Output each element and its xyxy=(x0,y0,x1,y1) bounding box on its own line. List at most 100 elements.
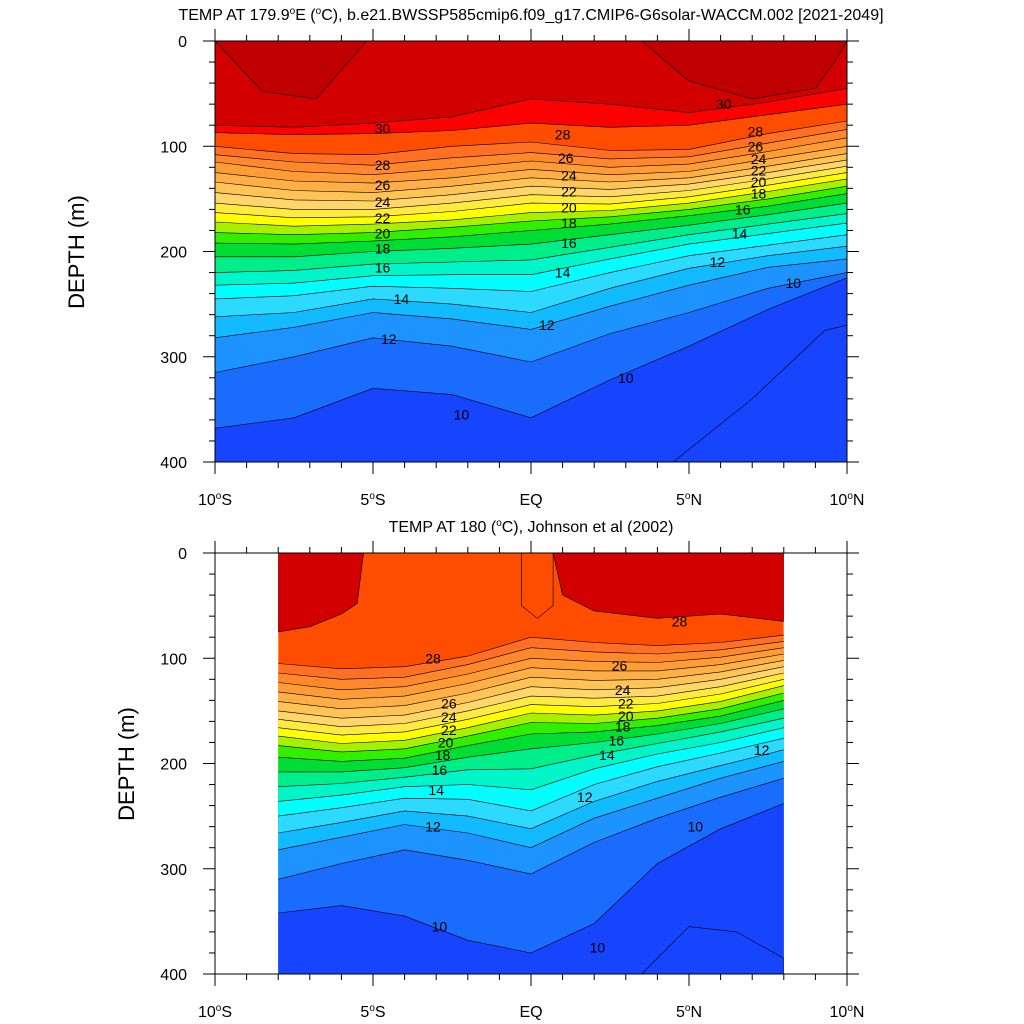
isotherm-line-25 xyxy=(215,146,847,184)
x-tick-label: 10oN xyxy=(830,491,865,509)
isotherm-line-10 xyxy=(278,803,784,954)
contour-label: 18 xyxy=(375,240,391,256)
contour-label: 22 xyxy=(375,210,391,226)
contour-label: 28 xyxy=(555,127,571,143)
contour-label: 12 xyxy=(539,317,555,333)
y-tick-label: 100 xyxy=(160,651,187,668)
isotherm-line-26 xyxy=(278,647,784,691)
contour-label: 26 xyxy=(441,696,457,712)
isotherm-line-13 xyxy=(278,749,784,834)
y-tick-label: 200 xyxy=(160,245,187,262)
contour-label: 10 xyxy=(590,940,606,956)
x-tick-label: EQ xyxy=(519,492,542,509)
isotherm-line-11 xyxy=(278,777,784,880)
contour-label: 16 xyxy=(432,762,448,778)
contour-label: 22 xyxy=(561,184,577,200)
contour-label: 20 xyxy=(751,174,767,190)
isotherm-line-12 xyxy=(215,258,847,339)
isotherm-line-21 xyxy=(215,172,847,219)
contour-label: 30 xyxy=(716,96,732,112)
contour-label: 24 xyxy=(561,168,577,184)
contour-label: 18 xyxy=(615,719,631,735)
contour-label: 24 xyxy=(615,682,631,698)
contour-label: 28 xyxy=(672,613,688,629)
y-tick-label: 100 xyxy=(160,139,187,156)
isotherm-line-14 xyxy=(278,737,784,817)
contour-label: 14 xyxy=(428,782,444,798)
contour-label: 14 xyxy=(732,226,748,242)
isotherm-line-17 xyxy=(215,202,847,258)
contour-label: 26 xyxy=(748,138,764,154)
isotherm-line-28 xyxy=(278,634,784,670)
x-tick-label: 10oS xyxy=(198,1003,232,1021)
contour-label: 10 xyxy=(618,370,634,386)
contour-label: 14 xyxy=(555,265,571,281)
isotherm-line-30 xyxy=(215,88,847,128)
isotherm-line-15 xyxy=(215,222,847,286)
contour-label: 14 xyxy=(599,747,615,763)
isotherm-line-16 xyxy=(278,717,784,787)
x-tick-label: 5oN xyxy=(676,1003,702,1021)
cold-water-patch xyxy=(672,324,847,462)
isotherm-line-11 xyxy=(215,272,847,373)
contour-label: 10 xyxy=(432,919,448,935)
chart-title-model: TEMP AT 179.9oE (oC), b.e21.BWSSP585cmip… xyxy=(178,6,883,24)
contour-label: 26 xyxy=(558,150,574,166)
isotherm-line-21 xyxy=(278,679,784,736)
y-tick-label: 300 xyxy=(160,862,187,879)
chart-panel-observations: TEMP AT 180 (oC), Johnson et al (2002) 2… xyxy=(114,518,864,1021)
isotherm-line-19 xyxy=(278,692,784,753)
isotherm-line-22 xyxy=(215,165,847,210)
isotherm-line-22 xyxy=(278,672,784,728)
equatorial-jet-core xyxy=(521,553,554,619)
contour-label: 22 xyxy=(751,162,767,178)
isotherm-line-20 xyxy=(215,178,847,227)
contour-label: 10 xyxy=(785,275,801,291)
contour-label: 20 xyxy=(375,226,391,242)
contour-label: 28 xyxy=(375,157,391,173)
contour-label: 20 xyxy=(438,734,454,750)
band-fill xyxy=(278,803,784,974)
contour-label: 28 xyxy=(748,124,764,140)
chart-title-observations: TEMP AT 180 (oC), Johnson et al (2002) xyxy=(389,518,674,536)
y-tick-label: 400 xyxy=(160,967,187,984)
y-tick-label: 400 xyxy=(160,455,187,472)
band-fill xyxy=(215,277,847,462)
contour-label: 12 xyxy=(425,819,441,835)
isotherm-line-12 xyxy=(278,761,784,851)
isotherm-line-26 xyxy=(215,137,847,176)
y-tick-label: 0 xyxy=(178,34,187,51)
contour-field-observations: 2828262422201816141210262422201816141210… xyxy=(278,553,784,974)
chart-panel-model: TEMP AT 179.9oE (oC), b.e21.BWSSP585cmip… xyxy=(64,6,884,509)
contour-label: 22 xyxy=(618,696,634,712)
contour-label: 18 xyxy=(561,215,577,231)
contour-label: 16 xyxy=(375,259,391,275)
y-tick-label: 0 xyxy=(178,546,187,563)
isotherm-line-23 xyxy=(278,666,784,719)
contour-label: 24 xyxy=(751,151,767,167)
y-axis-label: DEPTH (m) xyxy=(114,707,139,821)
isotherm-line-24 xyxy=(215,153,847,193)
contour-label: 12 xyxy=(577,789,593,805)
x-tick-label: 5oN xyxy=(676,491,702,509)
contour-label: 24 xyxy=(375,194,391,210)
isotherm-line-20 xyxy=(278,685,784,744)
x-tick-label: 5oS xyxy=(360,1003,385,1021)
x-tick-label: 10oS xyxy=(198,491,232,509)
contour-label: 26 xyxy=(612,658,628,674)
contour-label: 16 xyxy=(561,235,577,251)
contour-label: 10 xyxy=(454,407,470,423)
isotherm-line-25 xyxy=(278,653,784,700)
cold-water-patch xyxy=(641,926,784,974)
contour-label: 10 xyxy=(688,819,704,835)
warm-pool-patch xyxy=(552,553,784,622)
isotherm-line-16 xyxy=(215,213,847,273)
isotherm-line-19 xyxy=(215,185,847,236)
isotherm-line-18 xyxy=(215,193,847,245)
isotherm-line-10 xyxy=(215,277,847,429)
x-tick-label: 5oS xyxy=(360,491,385,509)
isotherm-line-17 xyxy=(278,708,784,773)
isotherm-line-29 xyxy=(215,103,847,136)
contour-label: 16 xyxy=(609,732,625,748)
